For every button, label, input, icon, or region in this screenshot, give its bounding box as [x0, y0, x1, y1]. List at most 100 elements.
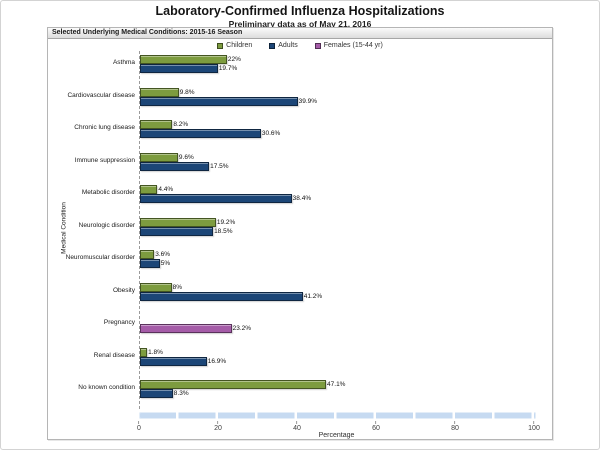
- bar-no-known-condition-adults: [140, 389, 173, 398]
- bar-line: 23.2%: [140, 324, 535, 333]
- category-label: Renal disease: [93, 351, 135, 359]
- bar-line: 47.1%: [140, 380, 535, 389]
- panel-header: Selected Underlying Medical Conditions: …: [48, 28, 552, 39]
- bar-line: 9.6%: [140, 152, 535, 162]
- bar-line: 19.2%: [140, 217, 535, 227]
- chart-row-immune-suppression: Immune suppression 9.6% 17.5%: [75, 149, 535, 182]
- bar-value-label: 38.4%: [292, 195, 312, 202]
- tick-mark: [454, 421, 456, 424]
- chart-row-chronic-lung-disease: Chronic lung disease 8.2% 30.6%: [74, 116, 535, 149]
- x-tick-80: 80: [451, 421, 459, 432]
- tick-mark: [533, 421, 535, 424]
- bar-renal-disease-adults: [140, 356, 207, 366]
- bar-value-label: 9.6%: [178, 153, 194, 161]
- chart-row-cardiovascular-disease: Cardiovascular disease 9.8% 39.9%: [67, 84, 535, 117]
- category-label: Neurologic disorder: [78, 221, 135, 229]
- chart-row-asthma: Asthma 22% 19.7%: [113, 51, 535, 84]
- bar-neurologic-disorder-children: [140, 217, 216, 227]
- bar-cardiovascular-disease-adults: [140, 96, 298, 106]
- bar-line: 18.5%: [140, 226, 535, 236]
- bar-cardiovascular-disease-children: [140, 87, 179, 97]
- tick-label: 100: [528, 425, 540, 432]
- bar-line: 30.6%: [140, 129, 535, 138]
- legend-item-adults: Adults: [269, 42, 298, 49]
- tick-label: 60: [372, 425, 380, 432]
- tick-mark: [138, 421, 140, 424]
- bar-line: 8.3%: [140, 389, 535, 398]
- bar-line: 16.9%: [140, 356, 535, 366]
- bar-value-label: 23.2%: [232, 325, 252, 332]
- x-tick-100: 100: [528, 421, 540, 432]
- bar-immune-suppression-children: [140, 152, 178, 162]
- bar-pregnancy-females-15-44-yr: [140, 324, 232, 333]
- chart-row-neurologic-disorder: Neurologic disorder 19.2% 18.5%: [79, 214, 535, 247]
- legend-item-children: Children: [217, 42, 252, 49]
- bar-metabolic-disorder-adults: [140, 194, 292, 203]
- bar-chronic-lung-disease-adults: [140, 129, 261, 138]
- chart-subtitle: Preliminary data as of May 21, 2016: [228, 19, 372, 29]
- bar-line: 1.8%: [140, 347, 535, 357]
- legend-item-females-15-44-yr: Females (15-44 yr): [314, 42, 383, 49]
- bar-value-label: 41.2%: [303, 292, 323, 300]
- bar-line: 3.6%: [140, 250, 535, 259]
- bar-line: 22%: [140, 55, 535, 64]
- tick-label: 80: [451, 425, 459, 432]
- plot-area: Asthma 22% 19.7% Cardiovascular disease 9.8%…: [66, 51, 535, 409]
- bar-line: 4.4%: [140, 185, 535, 194]
- tick-mark: [375, 421, 377, 424]
- bar-chronic-lung-disease-children: [140, 120, 173, 129]
- bar-line: 8.2%: [140, 120, 535, 129]
- bar-obesity-children: [140, 282, 172, 292]
- bar-line: 8%: [140, 282, 535, 292]
- bar-value-label: 18.5%: [214, 227, 233, 235]
- category-label: Neuromuscular disorder: [65, 254, 135, 261]
- chart-row-renal-disease: Renal disease 1.8% 16.9%: [94, 344, 535, 377]
- bar-value-label: 47.1%: [327, 381, 346, 388]
- legend-label: Adults: [278, 42, 298, 49]
- bar-value-label: 22%: [227, 56, 241, 63]
- bar-value-label: 8.2%: [173, 121, 189, 128]
- bar-value-label: 19.2%: [216, 218, 236, 226]
- bar-value-label: 3.6%: [155, 251, 171, 258]
- y-axis-title: Medical Condition: [60, 202, 68, 254]
- bar-obesity-adults: [140, 291, 303, 301]
- bar-asthma-adults: [140, 64, 218, 73]
- bar-immune-suppression-adults: [140, 161, 210, 171]
- bar-value-label: 39.9%: [298, 97, 318, 105]
- tick-label: 20: [214, 425, 222, 432]
- bar-line: 9.8%: [140, 87, 535, 97]
- chart-title: Laboratory-Confirmed Influenza Hospitali…: [155, 4, 445, 18]
- bar-value-label: 17.5%: [210, 162, 229, 170]
- bar-line: 17.5%: [140, 161, 535, 171]
- x-tick-0: 0: [137, 421, 141, 432]
- bar-value-label: 8.3%: [173, 390, 189, 397]
- tick-label: 40: [293, 425, 301, 432]
- category-label: Immune suppression: [74, 156, 135, 164]
- category-label: Chronic lung disease: [74, 124, 135, 131]
- bar-renal-disease-children: [140, 347, 148, 357]
- category-label: No known condition: [78, 384, 135, 391]
- category-label: Obesity: [112, 286, 135, 294]
- x-tick-40: 40: [293, 421, 301, 432]
- bar-value-label: 8%: [172, 283, 182, 291]
- bar-value-label: 9.8%: [179, 88, 195, 96]
- bar-asthma-children: [140, 55, 227, 64]
- bar-neurologic-disorder-adults: [140, 226, 214, 236]
- x-axis-title: Percentage: [318, 432, 355, 439]
- tick-label: 0: [137, 425, 141, 432]
- x-axis-scrollbar[interactable]: [139, 412, 536, 419]
- x-axis-ticks: 0 20 40 60 80 100: [137, 421, 540, 433]
- chart-row-obesity: Obesity 8% 41.2%: [113, 279, 535, 312]
- category-label: Asthma: [112, 59, 135, 66]
- bar-line: 39.9%: [140, 96, 535, 106]
- legend-swatch-adults: [269, 42, 276, 49]
- legend-label: Children: [226, 42, 253, 49]
- bar-value-label: 16.9%: [207, 357, 227, 365]
- chart-row-no-known-condition: No known condition 47.1% 8.3%: [78, 376, 535, 409]
- legend-swatch-children: [217, 42, 224, 49]
- tick-mark: [296, 421, 298, 424]
- legend-swatch-females-15-44-yr: [314, 42, 321, 49]
- bar-value-label: 30.6%: [261, 130, 281, 137]
- legend: Children Adults Females (15-44 yr): [48, 42, 552, 49]
